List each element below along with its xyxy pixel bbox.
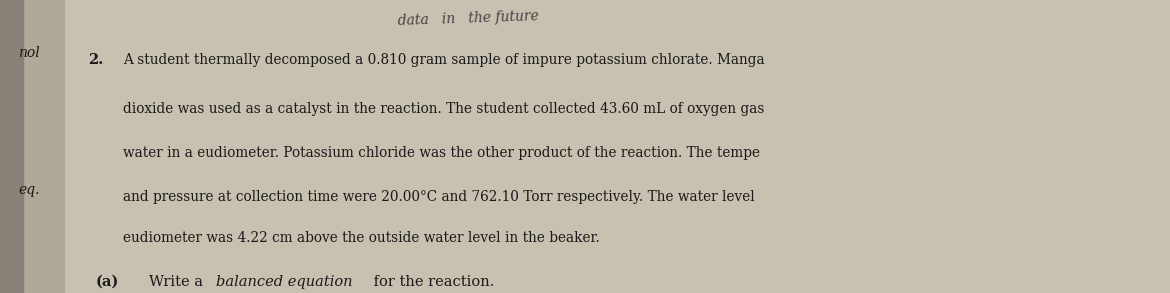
Text: data   in   the future: data in the future (398, 9, 538, 28)
Text: nol: nol (19, 46, 40, 60)
Text: for the reaction.: for the reaction. (369, 275, 494, 289)
Text: Write a: Write a (149, 275, 207, 289)
Text: eudiometer was 4.22 cm above the outside water level in the beaker.: eudiometer was 4.22 cm above the outside… (123, 231, 599, 245)
Text: balanced equation: balanced equation (216, 275, 353, 289)
Text: (a): (a) (96, 275, 119, 289)
Text: eq.: eq. (19, 183, 40, 197)
Text: A student thermally decomposed a 0.810 gram sample of impure potassium chlorate.: A student thermally decomposed a 0.810 g… (123, 53, 764, 67)
Text: 2.: 2. (88, 53, 103, 67)
Bar (0, 0, 23, 292)
Text: and pressure at collection time were 20.00°C and 762.10 Torr respectively. The w: and pressure at collection time were 20.… (123, 190, 755, 204)
Bar (0, 0, 64, 292)
Text: dioxide was used as a catalyst in the reaction. The student collected 43.60 mL o: dioxide was used as a catalyst in the re… (123, 102, 764, 116)
Text: water in a eudiometer. Potassium chloride was the other product of the reaction.: water in a eudiometer. Potassium chlorid… (123, 146, 759, 160)
